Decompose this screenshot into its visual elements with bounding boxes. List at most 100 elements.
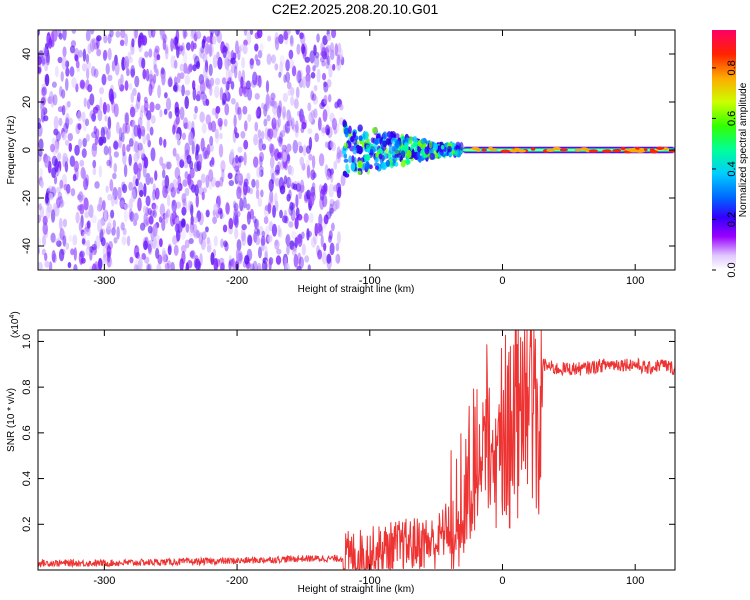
spectrogram-cell <box>48 91 54 104</box>
spectrogram-cell <box>351 155 355 165</box>
spectrogram-cell <box>274 32 279 45</box>
spectrogram-cell <box>295 194 299 208</box>
spectrogram-cell <box>120 131 125 143</box>
spectrogram-cell <box>151 202 157 210</box>
spectrogram-cell <box>241 56 246 69</box>
spectrogram-cell <box>59 220 63 233</box>
spectrogram-cell <box>308 153 313 161</box>
spectrogram-cell <box>58 196 63 205</box>
spectrogram-cell <box>162 38 167 51</box>
spectrogram-cell <box>55 238 60 246</box>
spectrogram-cell <box>109 259 113 267</box>
spectrogram-cell <box>358 135 363 141</box>
spectrogram-cell <box>315 222 322 234</box>
spectrogram-cell <box>214 85 220 99</box>
spectrogram-cell <box>324 46 330 60</box>
spectrogram-cell <box>258 75 262 88</box>
spectrogram-cell <box>189 201 194 213</box>
spectrogram-cell <box>75 211 80 224</box>
bottom-y-tick-label: 0.8 <box>21 379 33 394</box>
spectrogram-cell <box>233 202 239 212</box>
spectrogram-cell <box>194 105 198 114</box>
spectrogram-cell <box>406 149 412 159</box>
spectrogram-cell <box>164 186 170 194</box>
spectrogram-cell <box>173 59 178 69</box>
spectrogram-cell <box>126 235 131 247</box>
spectrogram-cell <box>277 116 281 128</box>
spectrogram-cell <box>96 48 102 57</box>
top-y-tick-label: -20 <box>21 190 33 206</box>
spectrogram-cell <box>198 47 203 58</box>
spectrogram-cell <box>170 186 176 198</box>
spectrogram-cell <box>153 57 157 70</box>
spectrogram-cell <box>313 44 317 56</box>
spectrogram-cell <box>60 199 65 207</box>
spectrogram-cell <box>164 210 169 224</box>
spectrogram-cell <box>348 155 352 164</box>
spectrogram-cell <box>134 103 139 113</box>
spectrogram-cell <box>193 216 199 224</box>
spectrogram-cell <box>99 87 105 95</box>
spectrogram-cell <box>285 59 290 72</box>
spectrogram-cell <box>244 120 248 132</box>
spectrogram-cell <box>241 232 247 246</box>
spectrogram-cell <box>228 254 233 267</box>
spectrogram-cell <box>78 138 83 149</box>
spectrogram-cell <box>261 102 265 110</box>
spectrogram-cell <box>152 223 158 237</box>
spectrogram-cell <box>291 65 297 77</box>
spectrogram-cell <box>107 251 111 263</box>
spectrogram-cell <box>274 148 280 161</box>
spectrogram-cell <box>96 35 102 42</box>
spectrogram-cell <box>128 83 133 91</box>
spectrogram-cell <box>42 222 48 235</box>
spectrogram-cell <box>58 232 63 243</box>
spectrogram-cell <box>75 60 80 69</box>
spectrogram-cell <box>260 235 266 246</box>
spectrogram-cell <box>190 249 196 260</box>
spectrogram-cell <box>184 171 189 180</box>
spectrogram-cell <box>277 161 281 172</box>
spectrogram-cell <box>271 125 278 139</box>
spectrogram-cell <box>214 133 220 144</box>
spectrogram-cell <box>159 109 163 118</box>
spectrogram-cell <box>162 34 168 44</box>
spectrogram-cell <box>225 201 230 214</box>
spectrogram-cell <box>252 215 257 224</box>
spectrogram-cell <box>428 140 433 149</box>
spectrogram-cell <box>234 132 240 139</box>
spectrogram-cell <box>188 131 194 146</box>
spectrogram-cell <box>330 169 334 184</box>
spectrogram-cell <box>161 217 166 231</box>
spectrogram-cell <box>335 242 340 252</box>
spectrogram-cell <box>126 144 131 152</box>
spectrogram-peak <box>530 147 536 151</box>
spectrogram-cell <box>84 118 90 127</box>
spectrogram-cell <box>213 203 219 213</box>
spectrogram-cell <box>130 64 136 79</box>
spectrogram-cell <box>283 30 289 41</box>
bottom-y-tick-label: 0.4 <box>21 471 33 486</box>
spectrogram-cell <box>62 218 68 228</box>
spectrogram-cell <box>166 260 172 270</box>
spectrogram-cell <box>122 227 127 236</box>
spectrogram-peak <box>629 149 639 153</box>
spectrogram-cell <box>244 254 250 265</box>
spectrogram-cell <box>331 117 338 130</box>
spectrogram-cell <box>123 56 130 70</box>
spectrogram-cell <box>282 105 287 118</box>
spectrogram-cell <box>190 204 194 217</box>
spectrogram-cell <box>167 245 172 256</box>
spectrogram-cell <box>284 262 290 270</box>
spectrogram-cell <box>38 214 41 224</box>
spectrogram-cell <box>225 202 230 215</box>
spectrogram-cell <box>259 169 264 177</box>
spectrogram-cell <box>293 253 299 268</box>
spectrogram-cell <box>203 66 208 79</box>
spectrogram-cell <box>378 153 383 160</box>
spectrogram-cell <box>299 179 305 194</box>
spectrogram-cell <box>301 243 306 256</box>
spectrogram-cell <box>357 124 363 132</box>
spectrogram-cell <box>91 143 98 158</box>
spectrogram-cell <box>49 192 55 200</box>
